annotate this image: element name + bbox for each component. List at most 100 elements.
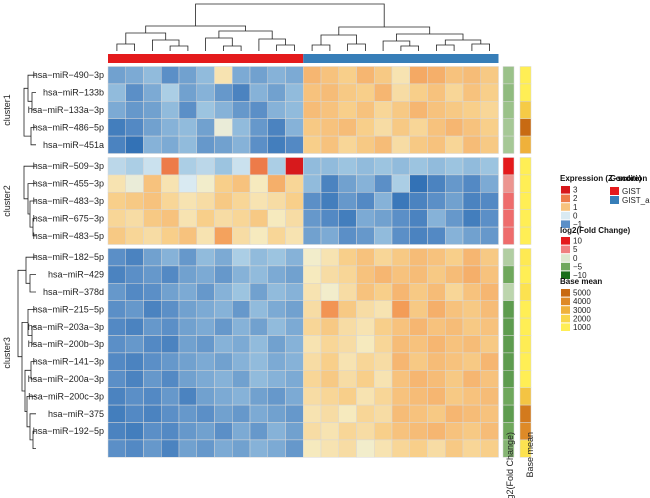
heatmap-cell <box>409 83 428 102</box>
heatmap-cell <box>320 157 339 176</box>
legend-base-mean-swatch <box>561 306 570 314</box>
heatmap-cell <box>196 192 215 210</box>
heatmap-cell <box>214 66 233 85</box>
heatmap-cell <box>143 283 162 301</box>
heatmap-cell <box>267 422 286 441</box>
heatmap-cell <box>462 335 481 354</box>
base-mean-cell <box>519 66 532 85</box>
heatmap-cell <box>107 283 126 301</box>
heatmap-cell <box>391 404 410 423</box>
heatmap-cell <box>427 422 446 441</box>
heatmap-cell <box>391 283 410 301</box>
heatmap-cell <box>161 101 180 119</box>
heatmap-cell <box>125 370 144 388</box>
row-dendrogram-branch <box>17 269 26 358</box>
heatmap-cell <box>178 439 197 458</box>
heatmap-cell <box>374 66 393 85</box>
heatmap-cell <box>125 283 144 301</box>
heatmap-cell <box>356 439 375 458</box>
base-mean-track <box>519 66 532 458</box>
log2fc-cell <box>502 209 515 228</box>
heatmap-cell <box>214 157 233 176</box>
row-label: hsa−miR−203a−3p <box>28 322 104 332</box>
heatmap-cell <box>232 387 251 406</box>
heatmap-cell <box>338 404 357 423</box>
heatmap-cell <box>303 226 322 245</box>
heatmap-cell <box>427 248 446 267</box>
heatmap-cell <box>267 192 286 210</box>
legend-base-mean-tick-label: 1000 <box>573 323 591 332</box>
legend-log2fc-tick-label: −5 <box>573 262 583 271</box>
legend-log2fc-tick-label: 10 <box>573 237 582 246</box>
heatmap-cell <box>445 404 464 423</box>
heatmap-cell <box>143 265 162 284</box>
heatmap-cell <box>178 352 197 371</box>
heatmap-cell <box>480 300 499 319</box>
heatmap-cell <box>303 248 322 267</box>
row-label: hsa−miR−490−3p <box>33 70 104 80</box>
heatmap-cell <box>285 352 304 371</box>
heatmap-cell <box>143 317 162 336</box>
row-label: hsa−miR−375 <box>48 409 104 419</box>
log2fc-cell <box>502 300 515 319</box>
legend-base-mean-tick-label: 3000 <box>573 306 591 315</box>
heatmap-cell <box>232 135 251 154</box>
heatmap-cell <box>462 248 481 267</box>
heatmap-cell <box>303 157 322 176</box>
base-mean-cell <box>519 209 532 228</box>
heatmap-cell <box>143 192 162 210</box>
heatmap-cell <box>107 83 126 102</box>
base-mean-cell <box>519 439 532 458</box>
heatmap-cell <box>374 335 393 354</box>
row-dendrogram-branch <box>21 322 28 392</box>
heatmap-cell <box>161 370 180 388</box>
heatmap-cell <box>232 283 251 301</box>
heatmap-cell <box>161 118 180 137</box>
heatmap-cell <box>161 404 180 423</box>
heatmap-cell <box>161 300 180 319</box>
heatmap-cell <box>267 387 286 406</box>
heatmap-cell <box>267 248 286 267</box>
heatmap-cell <box>320 439 339 458</box>
log2fc-cell <box>502 265 515 284</box>
heatmap-cell <box>445 317 464 336</box>
legend-base-mean-title: Base mean <box>560 277 602 286</box>
legend-log2fc-tick-label: 5 <box>573 245 578 254</box>
heatmap-cell <box>462 370 481 388</box>
heatmap-cell <box>232 265 251 284</box>
condition-bar-gist-adj <box>303 54 499 63</box>
heatmap-cell <box>161 265 180 284</box>
column-dendrogram-branch <box>276 44 295 51</box>
column-dendrogram-branch <box>125 32 167 44</box>
heatmap-cell <box>214 352 233 371</box>
heatmap-cell <box>303 387 322 406</box>
legend-log2fc-swatch <box>561 254 570 262</box>
base-mean-cell <box>519 317 532 336</box>
heatmap-cell <box>303 335 322 354</box>
heatmap-cell <box>196 83 215 102</box>
heatmap-cell <box>249 265 268 284</box>
column-dendrogram-branch <box>152 39 180 51</box>
legend-log2fc-swatch <box>561 245 570 254</box>
heatmap-cell <box>232 174 251 193</box>
heatmap-cell <box>320 192 339 210</box>
heatmap-cell <box>391 209 410 228</box>
heatmap-cell <box>107 174 126 193</box>
heatmap-cell <box>196 422 215 441</box>
heatmap-cell <box>427 226 446 245</box>
heatmap-cell <box>427 317 446 336</box>
heatmap-cell <box>391 83 410 102</box>
heatmap-cell <box>143 404 162 423</box>
heatmap-cell <box>409 209 428 228</box>
heatmap-cell <box>267 135 286 154</box>
log2fc-cell <box>502 352 515 371</box>
heatmap-cell <box>196 335 215 354</box>
heatmap-cell <box>320 101 339 119</box>
heatmap-cell <box>196 404 215 423</box>
legend-expression-swatch <box>561 194 570 203</box>
heatmap-cell <box>427 404 446 423</box>
heatmap-cell <box>320 174 339 193</box>
row-label: hsa−miR−200a−3p <box>28 374 104 384</box>
heatmap-cell <box>409 135 428 154</box>
row-label: hsa−miR−429 <box>48 270 104 280</box>
